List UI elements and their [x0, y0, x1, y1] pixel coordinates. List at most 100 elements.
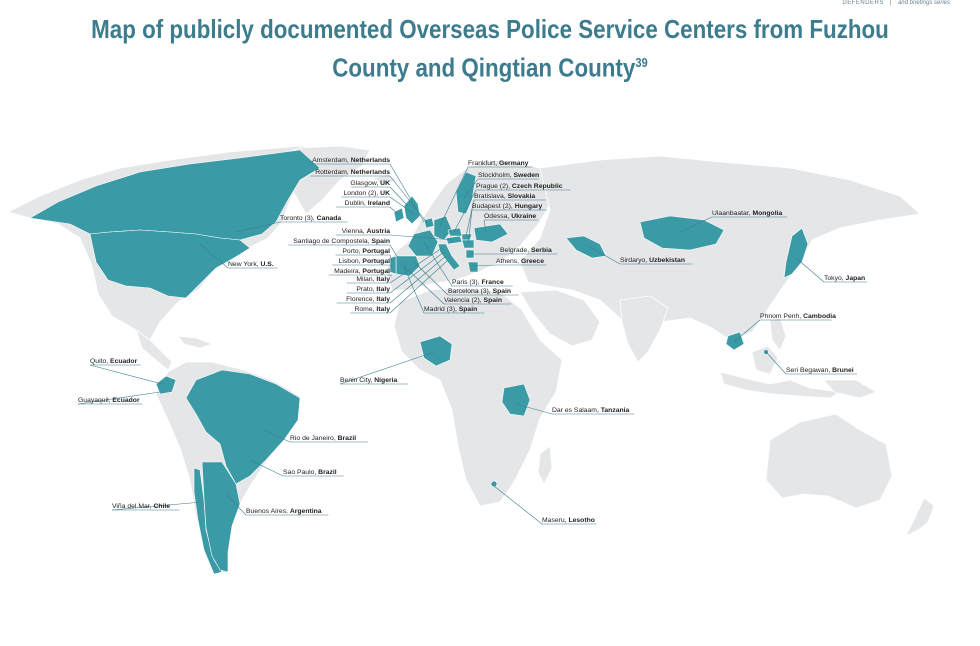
leader-line — [249, 459, 284, 477]
label-country: Nigeria — [374, 377, 397, 384]
label-country: Argentina — [290, 508, 322, 515]
label-country: Hungary — [515, 203, 543, 210]
land-madagascar — [537, 445, 553, 485]
title-line-1: Map of publicly documented Overseas Poli… — [91, 14, 889, 44]
label-country: Portugal — [362, 268, 390, 275]
label-toronto-3-canada: Toronto (3), Canada — [280, 215, 341, 222]
label-budapest-2-hungary: Budapest (2), Hungary — [472, 203, 542, 210]
leader-line — [493, 485, 543, 525]
label-florence-italy: Florence, Italy — [346, 296, 390, 303]
label-vi-a-del-mar-chile: Viña del Mar, Chile — [112, 503, 170, 510]
country-france — [407, 229, 439, 257]
leader-line — [389, 175, 429, 225]
header-org: DEFENDERS — [842, 0, 884, 6]
label-country: France — [481, 279, 504, 286]
leader-line — [111, 501, 203, 511]
label-country: Brazil — [318, 469, 337, 476]
label-country: Italy — [376, 306, 390, 313]
label-athens-greece: Athens, Greece — [496, 258, 544, 265]
label-city: New York, — [228, 261, 261, 268]
country-mongolia — [639, 215, 725, 251]
leader-line — [389, 206, 399, 215]
leader-line — [339, 351, 435, 385]
label-maseru-lesotho: Maseru, Lesotho — [542, 517, 595, 524]
label-city: Toronto (3), — [280, 215, 317, 222]
label-country: U.S. — [261, 261, 274, 268]
label-city: Dublin, — [345, 200, 368, 207]
leader-line — [199, 243, 229, 269]
label-country: Portugal — [362, 258, 390, 265]
label-city: Lisbon, — [339, 258, 363, 265]
label-country: Chile — [153, 503, 170, 510]
label-city: Rotterdam, — [315, 169, 351, 176]
label-city: Viña del Mar, — [112, 503, 153, 510]
label-country: Brunei — [832, 367, 854, 374]
label-country: UK — [380, 180, 390, 187]
label-city: Seri Begawan, — [786, 367, 832, 374]
leader-line — [471, 264, 497, 267]
land-australia — [765, 413, 893, 509]
label-city: Phnom Penh, — [760, 313, 803, 320]
label-belgrade-serbia: Belgrade, Serbia — [500, 247, 552, 254]
label-rome-italy: Rome, Italy — [354, 306, 390, 313]
label-new-york-u-s: New York, U.S. — [228, 261, 274, 268]
leader-line — [225, 493, 247, 516]
label-country: Uzbekistan — [649, 257, 685, 264]
label-country: Cambodia — [803, 313, 836, 320]
label-country: UK — [380, 190, 390, 197]
land-caribbean — [177, 335, 213, 349]
country-uk — [403, 195, 421, 225]
label-city: Sirdaryo, — [620, 257, 649, 264]
label-vienna-austria: Vienna, Austria — [342, 228, 390, 235]
label-tokyo-japan: Tokyo, Japan — [824, 275, 865, 282]
label-country: Germany — [499, 160, 529, 167]
land-philippines — [769, 317, 787, 351]
land-indonesia — [719, 371, 841, 399]
country-ireland — [393, 207, 405, 223]
label-city: Porto, — [342, 248, 362, 255]
label-city: Amsterdam, — [312, 157, 351, 164]
leader-line — [389, 244, 399, 259]
label-country: Spain — [484, 297, 503, 304]
label-benin-city-nigeria: Benin City, Nigeria — [340, 377, 398, 384]
country-nigeria — [419, 335, 453, 367]
leader-line — [587, 245, 621, 265]
label-paris-3-france: Paris (3), France — [452, 279, 504, 286]
label-madrid-3-spain: Madrid (3), Spain — [424, 306, 477, 313]
label-country: Portugal — [362, 248, 390, 255]
label-country: Lesotho — [568, 517, 594, 524]
title-footnote: 39 — [635, 55, 648, 70]
label-prague-2-czech-republic: Prague (2), Czech Republic — [476, 183, 563, 190]
leader-line — [463, 178, 479, 199]
label-city: Stockholm, — [478, 172, 514, 179]
leader-line — [483, 219, 487, 233]
highlight-layer — [29, 149, 809, 575]
label-ulaanbaatar-mongolia: Ulaanbaatar, Mongolia — [712, 210, 782, 217]
leader-line — [77, 391, 161, 405]
leader-lines — [77, 163, 868, 525]
label-city: Prague (2), — [476, 183, 512, 190]
country-slovakia — [461, 233, 473, 241]
label-city: Rio de Janeiro, — [290, 435, 338, 442]
land-central-america — [135, 329, 173, 371]
label-country: Spain — [459, 306, 478, 313]
label-odessa-ukraine: Odessa, Ukraine — [484, 213, 536, 220]
label-santiago-de-compostela-spain: Santiago de Compostela, Spain — [293, 238, 390, 245]
leader-line — [389, 259, 449, 314]
label-city: Glasgow, — [350, 180, 380, 187]
leader-line — [389, 196, 415, 215]
label-city: Santiago de Compostela, — [293, 238, 371, 245]
land-asia — [519, 155, 921, 341]
label-buenos-aires-argentina: Buenos Aires, Argentina — [246, 508, 322, 515]
header-series: and briefings series — [897, 0, 950, 6]
label-city: Madrid (3), — [424, 306, 459, 313]
label-country: Ireland — [368, 200, 390, 207]
label-country: Slovakia — [508, 193, 536, 200]
label-glasgow-uk: Glasgow, UK — [350, 180, 390, 187]
label-city: Valencia (2), — [444, 297, 484, 304]
label-city: Madeira, — [334, 268, 362, 275]
label-country: Serbia — [531, 247, 552, 254]
label-quito-ecuador: Quito, Ecuador — [90, 358, 138, 365]
country-lesotho — [490, 480, 498, 488]
